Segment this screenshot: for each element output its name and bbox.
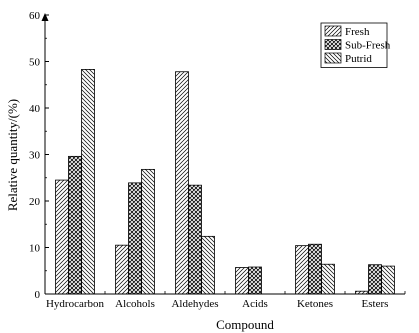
x-axis-title: Compound [216,317,274,332]
x-tick-label: Alcohols [115,298,155,310]
bar-fresh-hydrocarbon [55,179,69,295]
bar-putrid-hydrocarbon [81,69,95,295]
bar-fresh-alcohols [115,244,129,295]
bar-fresh-aldehydes [175,71,189,295]
legend-label: Sub-Fresh [345,40,391,52]
x-tick-label: Hydrocarbon [46,298,105,310]
bar-sub-fresh-alcohols [128,182,142,295]
bar-sub-fresh-esters [368,264,382,295]
bar-putrid-ketones [321,263,335,295]
y-tick-label: 40 [29,103,41,115]
x-tick-label: Ketones [297,298,333,310]
bar-putrid-alcohols [141,168,155,295]
y-tick-label: 20 [29,196,41,208]
legend-swatch-sub-fresh [324,39,342,50]
y-tick-label: 50 [29,57,41,69]
y-tick-label: 10 [29,243,41,255]
y-tick-label: 0 [35,289,41,301]
y-axis-title: Relative quantity/(%) [5,99,20,211]
bar-fresh-ketones [295,245,309,295]
bar-sub-fresh-ketones [308,243,322,295]
bar-sub-fresh-aldehydes [188,184,202,295]
y-axis-arrowhead [41,13,49,21]
x-tick-label: Acids [242,298,268,310]
y-tick-label: 60 [29,10,41,22]
bar-putrid-aldehydes [201,235,215,295]
bar-fresh-acids [235,267,249,295]
legend-swatch-putrid [324,52,342,64]
legend-label: Fresh [345,26,370,38]
legend-label: Putrid [345,53,372,65]
bar-putrid-esters [381,265,395,295]
y-tick-label: 30 [29,150,41,162]
bar-sub-fresh-acids [248,266,262,295]
plot-area: Hydrocarbon Alcohols Aldehydes Acids Ketones… [29,10,406,310]
x-tick-label: Aldehydes [171,298,218,310]
x-tick-label: Esters [362,298,389,310]
legend-swatch-fresh [324,25,342,37]
bar-sub-fresh-hydrocarbon [68,155,82,295]
